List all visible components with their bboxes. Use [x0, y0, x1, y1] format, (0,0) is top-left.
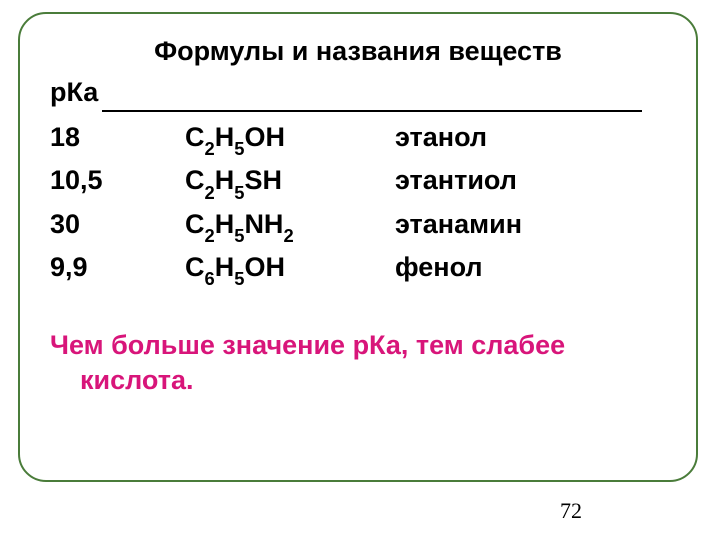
cell-name: этантиол: [395, 161, 522, 204]
cell-name: фенол: [395, 248, 522, 291]
pka-header-label: рКа: [48, 77, 668, 108]
table-row: 9,9 С6Н5ОН фенол: [48, 248, 522, 291]
note-line-2: кислота.: [50, 363, 668, 398]
cell-name: этанамин: [395, 205, 522, 248]
divider: [102, 110, 642, 112]
cell-formula: С2Н5NН2: [185, 205, 395, 248]
cell-pka: 18: [48, 118, 185, 161]
note-text: Чем больше значение рКа, тем слабее кисл…: [48, 328, 668, 398]
table-row: 30 С2Н5NН2 этанамин: [48, 205, 522, 248]
cell-pka: 10,5: [48, 161, 185, 204]
substances-table: 18 С2Н5ОН этанол 10,5 С2Н5SН этантиол 30…: [48, 118, 522, 292]
title: Формулы и названия веществ: [48, 36, 668, 67]
cell-formula: С6Н5ОН: [185, 248, 395, 291]
cell-formula: С2Н5ОН: [185, 118, 395, 161]
cell-name: этанол: [395, 118, 522, 161]
page-number: 72: [560, 498, 582, 524]
table-row: 18 С2Н5ОН этанол: [48, 118, 522, 161]
table-row: 10,5 С2Н5SН этантиол: [48, 161, 522, 204]
note-line-1: Чем больше значение рКа, тем слабее: [50, 330, 565, 360]
cell-pka: 30: [48, 205, 185, 248]
content-card: Формулы и названия веществ рКа 18 С2Н5ОН…: [18, 12, 698, 482]
cell-pka: 9,9: [48, 248, 185, 291]
cell-formula: С2Н5SН: [185, 161, 395, 204]
